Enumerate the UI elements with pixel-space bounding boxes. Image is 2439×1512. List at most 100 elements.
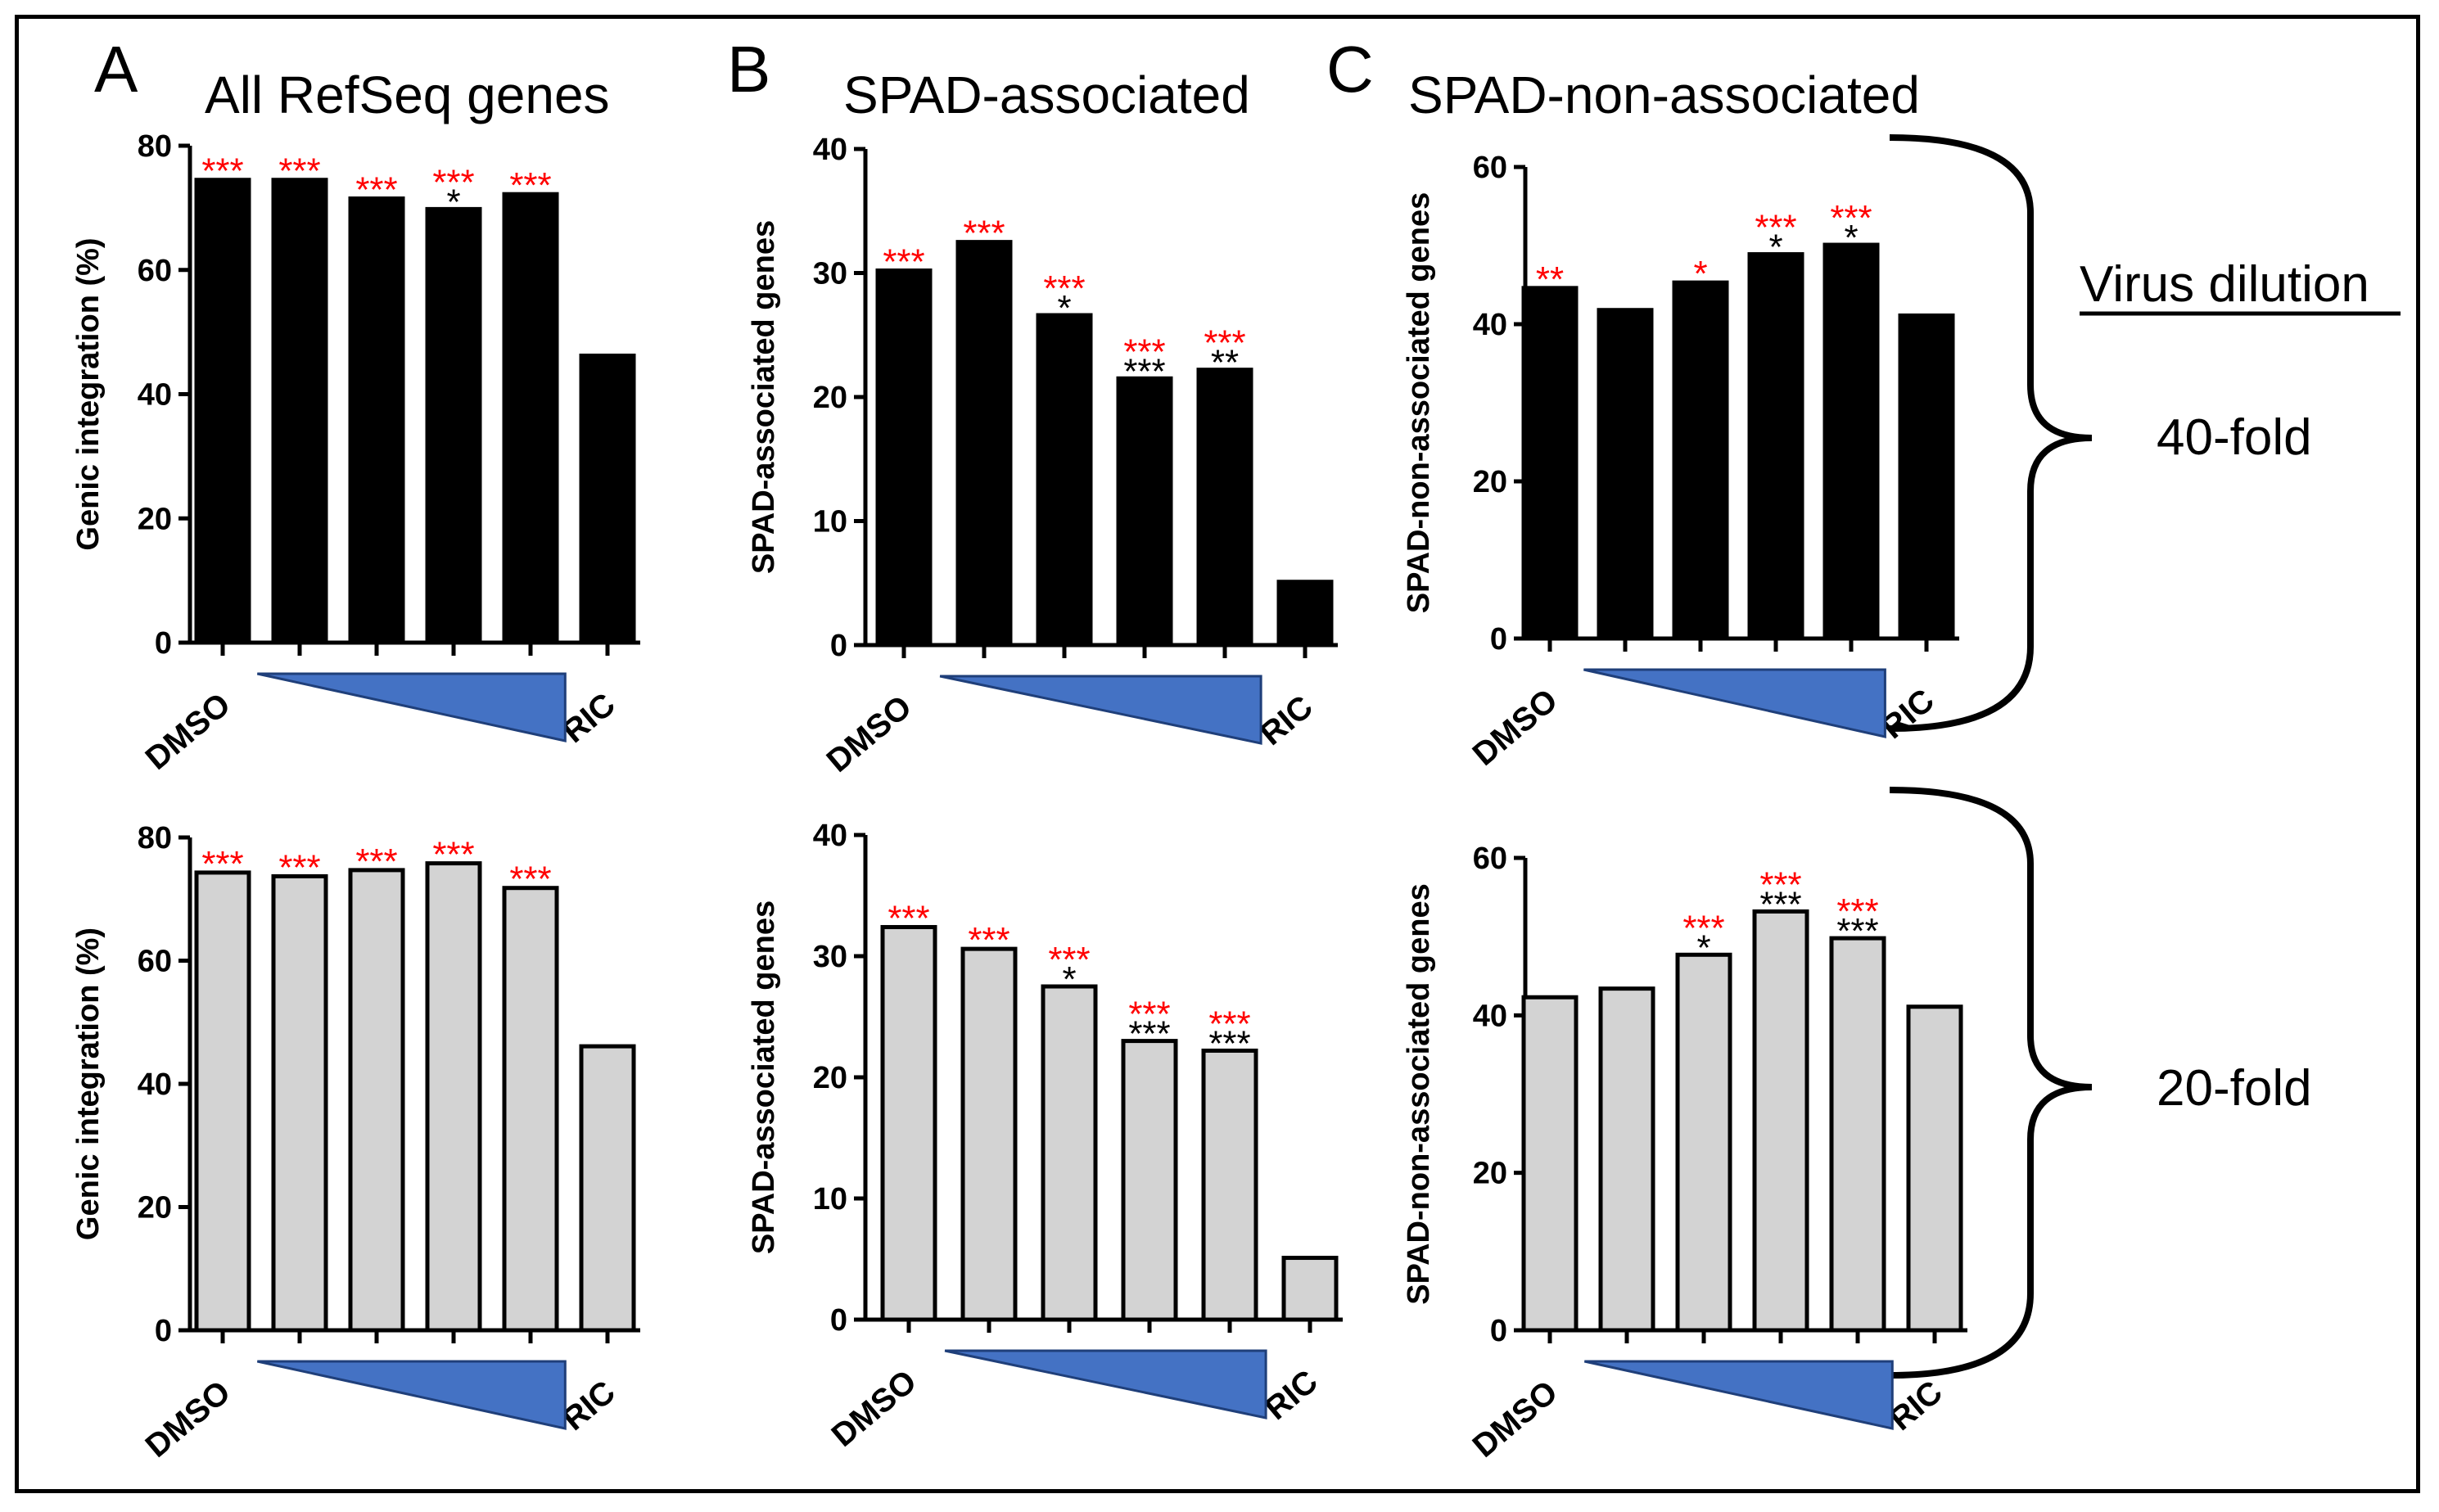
significance-stars-red: *** — [278, 847, 320, 887]
y-tick-label: 20 — [138, 1191, 172, 1225]
significance-stars-red: *** — [1204, 323, 1245, 363]
y-tick-label: 20 — [1473, 465, 1507, 499]
x-category-label: RIC — [1258, 1363, 1325, 1427]
bar — [1672, 280, 1729, 641]
bar — [1598, 986, 1655, 1333]
panel-title-b: SPAD-associated — [843, 65, 1250, 124]
y-tick-label: 40 — [813, 819, 847, 853]
bar — [348, 868, 405, 1333]
y-axis-label: Genic integration (%) — [71, 928, 106, 1240]
significance-stars-red: *** — [888, 898, 929, 938]
bar — [1822, 242, 1880, 641]
y-tick-label: 80 — [138, 129, 172, 164]
bar — [1898, 313, 1955, 641]
bar — [1036, 313, 1093, 648]
significance-stars-black: * — [1057, 288, 1071, 328]
significance-stars-red: *** — [1043, 269, 1085, 309]
panel-title-c: SPAD-non-associated — [1408, 65, 1920, 124]
y-tick-label: 0 — [155, 626, 172, 661]
x-category-label: DMSO — [1466, 1374, 1565, 1465]
dilution-wedge — [1583, 1360, 1894, 1430]
fold-label-bottom: 20-fold — [2157, 1060, 2312, 1117]
significance-stars-black: * — [1844, 218, 1858, 258]
significance-stars-black: *** — [1128, 1014, 1170, 1054]
significance-stars-red: *** — [509, 860, 551, 900]
significance-stars-black: * — [446, 182, 460, 222]
y-tick-label: 30 — [813, 257, 847, 291]
bar — [960, 946, 1018, 1322]
y-axis-label: SPAD-non-associated genes — [1402, 883, 1436, 1305]
bar — [194, 178, 251, 645]
y-axis-label: Genic integration (%) — [71, 237, 106, 550]
bar — [1276, 580, 1334, 648]
significance-stars-black: * — [1696, 928, 1710, 968]
significance-stars-black: *** — [1208, 1023, 1250, 1063]
significance-stars-red: *** — [1048, 940, 1090, 980]
bar — [425, 206, 482, 645]
significance-stars-black: ** — [1211, 343, 1239, 383]
chart-a-20-fold: 0 20 40 60 80 Genic integration (%) *** *** *** *… — [71, 821, 640, 1465]
y-tick-label: 20 — [813, 381, 847, 415]
significance-stars-red: *** — [883, 241, 924, 282]
significance-stars-red: *** — [1123, 332, 1165, 372]
bar — [1196, 368, 1253, 648]
panel-letter-c: C — [1326, 33, 1374, 106]
bar — [1041, 984, 1098, 1322]
bar — [1116, 376, 1173, 648]
y-tick-label: 60 — [1473, 842, 1507, 876]
significance-stars-red: *** — [963, 214, 1005, 254]
dilution-wedge — [256, 1360, 567, 1430]
dilution-wedge — [944, 1349, 1267, 1419]
y-axis-label: SPAD-associated genes — [747, 900, 781, 1254]
bar — [1752, 909, 1809, 1333]
significance-stars-red: *** — [1755, 208, 1796, 248]
panel-letter-a: A — [94, 33, 138, 106]
y-tick-label: 80 — [138, 821, 172, 855]
bar — [875, 268, 933, 648]
x-category-label: DMSO — [820, 688, 919, 779]
significance-stars-red: *** — [355, 169, 397, 210]
bar — [1747, 252, 1804, 641]
bar — [194, 870, 251, 1333]
significance-stars-black: * — [1062, 959, 1076, 1000]
bar — [502, 886, 559, 1333]
y-tick-label: 10 — [813, 505, 847, 539]
x-category-label: RIC — [1253, 688, 1320, 752]
y-axis-label: SPAD-non-associated genes — [1402, 192, 1436, 614]
bar — [502, 192, 559, 645]
y-tick-label: 60 — [138, 945, 172, 979]
x-category-label: DMSO — [139, 1374, 237, 1465]
y-tick-label: 40 — [1473, 308, 1507, 342]
y-axis-label: SPAD-associated genes — [747, 220, 781, 574]
bar — [271, 178, 328, 645]
significance-stars-red: *** — [509, 165, 551, 205]
significance-stars-red: * — [1693, 254, 1707, 294]
significance-stars-red: ** — [1536, 260, 1564, 300]
y-tick-label: 0 — [830, 629, 847, 663]
x-category-label: DMSO — [825, 1363, 924, 1454]
bar — [1121, 1039, 1178, 1322]
virus-dilution-label: Virus dilution — [2080, 256, 2369, 313]
significance-stars-red: *** — [1128, 995, 1170, 1035]
y-tick-label: 20 — [813, 1061, 847, 1095]
y-tick-label: 40 — [813, 133, 847, 167]
bar — [1597, 308, 1654, 641]
y-tick-label: 0 — [155, 1314, 172, 1348]
bar — [1675, 952, 1732, 1333]
bar — [880, 924, 937, 1322]
x-category-label: DMSO — [139, 686, 237, 777]
significance-stars-red: *** — [1830, 198, 1872, 238]
significance-stars-red: *** — [968, 920, 1009, 960]
bar — [425, 861, 482, 1333]
y-tick-label: 60 — [1473, 151, 1507, 185]
bar — [955, 240, 1013, 648]
bar — [1281, 1256, 1339, 1322]
y-tick-label: 20 — [138, 502, 172, 536]
y-tick-label: 40 — [1473, 999, 1507, 1033]
brace-bottom — [1889, 787, 2093, 1379]
significance-stars-red: *** — [432, 835, 474, 875]
